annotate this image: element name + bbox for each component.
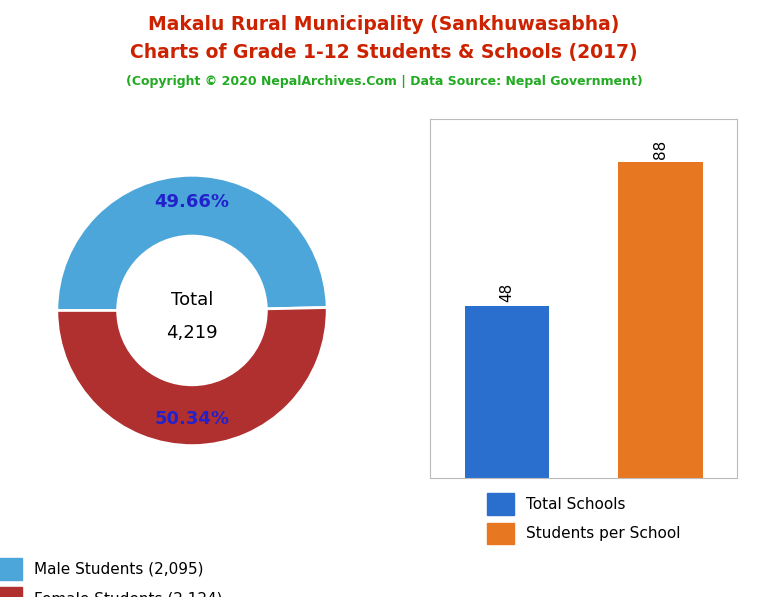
Text: Total: Total [170,291,214,309]
Bar [618,162,703,478]
Wedge shape [57,307,327,445]
Bar [465,306,549,478]
Legend: Total Schools, Students per School: Total Schools, Students per School [482,489,685,549]
Text: Makalu Rural Municipality (Sankhuwasabha): Makalu Rural Municipality (Sankhuwasabha… [148,15,620,34]
Text: 4,219: 4,219 [166,324,218,343]
Legend: Male Students (2,095), Female Students (2,124): Male Students (2,095), Female Students (… [0,553,227,597]
Wedge shape [57,176,327,310]
Text: 50.34%: 50.34% [154,410,230,427]
Text: Charts of Grade 1-12 Students & Schools (2017): Charts of Grade 1-12 Students & Schools … [131,43,637,62]
Text: (Copyright © 2020 NepalArchives.Com | Data Source: Nepal Government): (Copyright © 2020 NepalArchives.Com | Da… [126,75,642,88]
Text: 88: 88 [653,140,668,159]
Text: 49.66%: 49.66% [154,193,230,211]
Text: 48: 48 [499,283,515,302]
